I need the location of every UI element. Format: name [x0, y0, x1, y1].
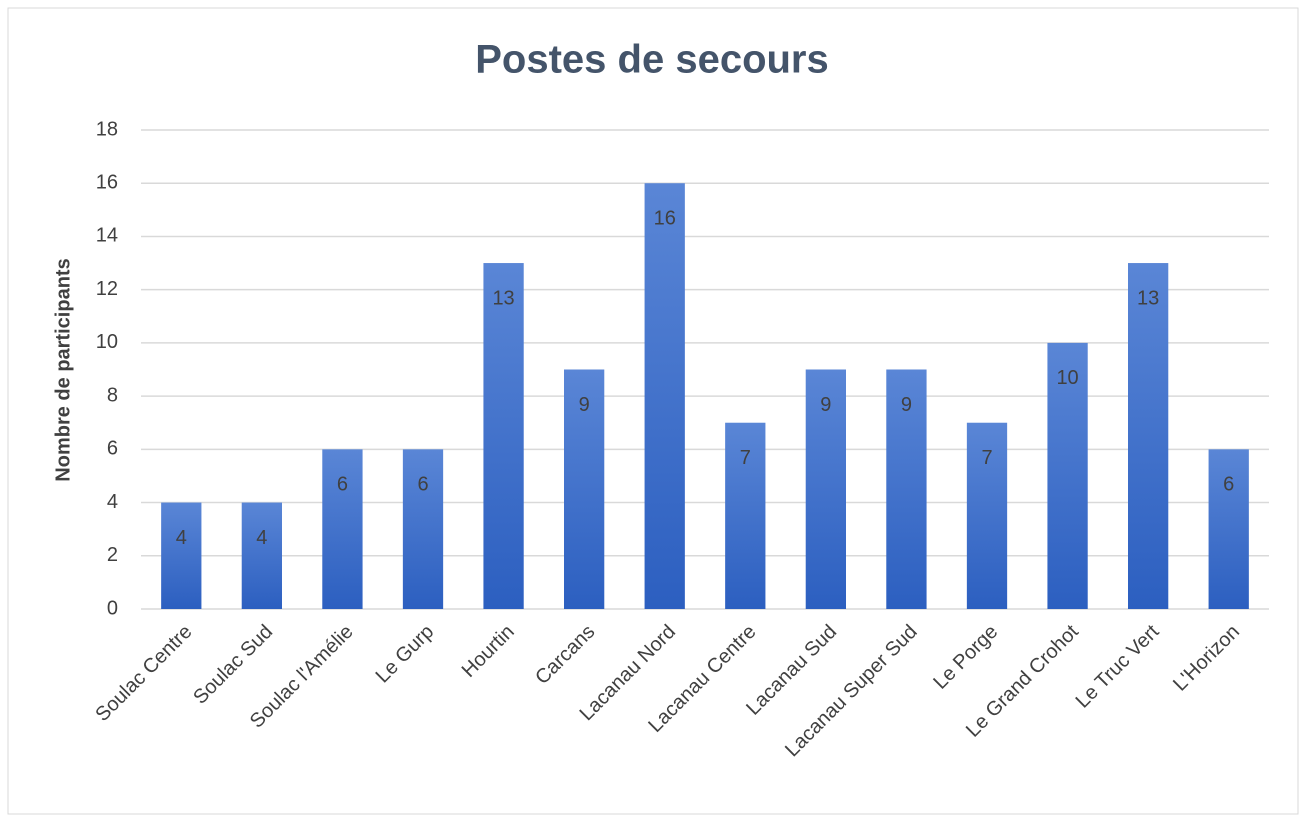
- data-label: 13: [1137, 287, 1159, 309]
- data-label: 6: [1223, 474, 1234, 496]
- bar: [644, 183, 685, 609]
- y-tick-label: 10: [96, 331, 118, 353]
- y-axis-label: Nombre de participants: [52, 258, 74, 481]
- bar: [1208, 449, 1249, 609]
- data-label: 4: [176, 527, 187, 549]
- data-label: 13: [492, 287, 514, 309]
- data-label: 6: [337, 474, 348, 496]
- data-label: 6: [417, 474, 428, 496]
- data-label: 7: [740, 447, 751, 469]
- bar: [161, 502, 202, 609]
- y-tick-label: 6: [107, 438, 118, 460]
- y-tick-label: 16: [96, 172, 118, 194]
- bar: [805, 369, 846, 609]
- y-tick-label: 4: [107, 491, 118, 513]
- bar: [886, 369, 927, 609]
- y-tick-label: 2: [107, 544, 118, 566]
- y-tick-label: 12: [96, 278, 118, 300]
- data-label: 16: [654, 208, 676, 230]
- bar: [241, 502, 282, 609]
- y-tick-label: 8: [107, 384, 118, 406]
- y-tick-label: 14: [96, 225, 118, 247]
- data-label: 7: [981, 447, 992, 469]
- chart-title: Postes de secours: [475, 38, 829, 82]
- bar: [564, 369, 605, 609]
- bar: [483, 263, 524, 609]
- data-label: 9: [901, 394, 912, 416]
- bar: [402, 449, 444, 609]
- bar: [966, 422, 1008, 609]
- data-label: 4: [256, 527, 267, 549]
- bar: [1128, 263, 1169, 609]
- bar: [1047, 342, 1088, 609]
- bar: [725, 422, 766, 609]
- data-label: 10: [1056, 367, 1078, 389]
- y-tick-label: 0: [107, 597, 118, 619]
- data-label: 9: [820, 394, 831, 416]
- bar: [322, 449, 363, 609]
- y-tick-label: 18: [96, 118, 118, 140]
- data-label: 9: [579, 394, 590, 416]
